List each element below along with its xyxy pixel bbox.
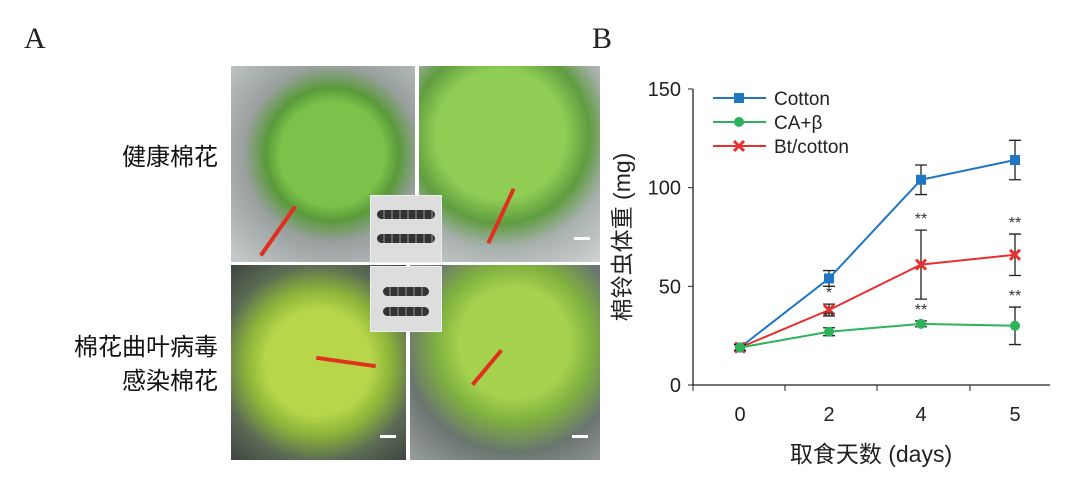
data-point [914,258,928,271]
data-point [1010,320,1020,331]
larvae-inset-healthy [370,195,442,263]
y-tick-label: 100 [648,178,681,200]
scale-bar [574,237,590,240]
y-tick-label: 150 [648,79,681,101]
larvae-inset-infected [370,266,442,332]
significance-label: ** [915,302,927,319]
data-point [916,318,926,329]
legend-label: Cotton [774,89,830,110]
larva [383,287,429,296]
data-point [822,303,836,317]
x-tick-label: 0 [734,404,745,426]
significance-label: ** [915,211,927,228]
legend-marker [732,139,746,153]
series-line-Cotton [739,159,1016,349]
row-label-healthy: 健康棉花 [122,140,218,174]
larva [377,210,435,219]
x-axis-label: 取食天数 (days) [790,441,952,467]
panel-b-letter: B [592,22,613,55]
x-tick-label: 5 [1009,404,1020,426]
panel-a-letter: A [24,22,46,55]
x-tick-label: 4 [915,404,926,426]
data-point [824,326,834,337]
row-label-line: 感染棉花 [122,367,218,395]
row-label-infected: 棉花曲叶病毒 感染棉花 [74,330,218,398]
significance-label: * [826,285,832,302]
data-point [735,342,745,353]
significance-label: ** [1009,215,1021,232]
data-point [824,273,834,284]
legend-marker [734,93,744,103]
y-tick-label: 0 [670,375,681,397]
data-point [916,174,926,185]
larva [377,234,435,243]
significance-label: ** [823,309,835,326]
legend-marker [734,117,744,127]
x-tick-label: 2 [823,404,834,426]
legend-label: CA+β [774,113,822,134]
row-label-line: 健康棉花 [122,143,218,171]
legend-label: Bt/cotton [774,137,849,158]
series-line-CA+β [739,322,1016,349]
data-point [1010,155,1020,166]
data-point [1008,248,1022,261]
scale-bar [572,435,588,438]
significance-label: ** [1009,288,1021,305]
larva [383,307,429,316]
scale-bar [380,435,396,438]
row-label-line: 棉花曲叶病毒 [74,333,218,361]
y-axis-label: 棉铃虫体重 (mg) [609,153,635,322]
series-line-Bt/cotton [739,253,1016,349]
y-tick-label: 50 [659,276,681,298]
photo-healthy-2 [419,66,600,262]
